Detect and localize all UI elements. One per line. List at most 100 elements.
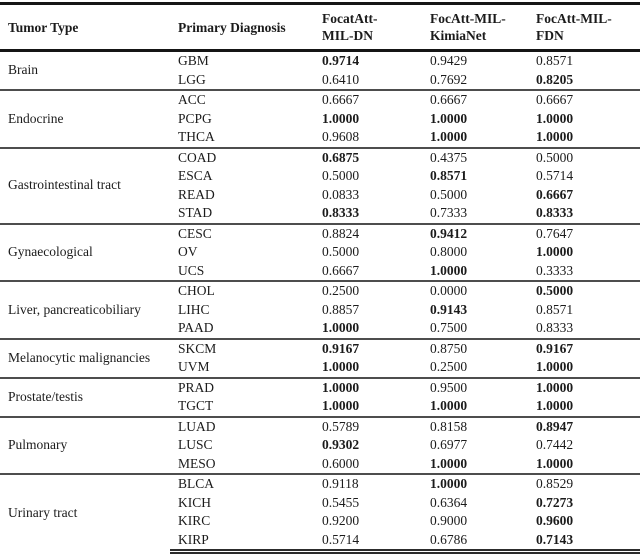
col-header-primary-diagnosis: Primary Diagnosis xyxy=(170,3,314,52)
primary-diagnosis-cell: SKCM xyxy=(170,337,314,358)
table-row: Pulmonary LUAD 0.5789 0.8158 0.8947 xyxy=(0,415,640,474)
score-cell: 0.6667 xyxy=(314,89,422,110)
score-cell: 0.2500 xyxy=(430,359,468,374)
table-row: Brain GBM 0.9714 0.9429 0.8571 xyxy=(0,51,640,77)
col-header-focatatt-mil-dn: FocatAtt- MIL-DN xyxy=(314,3,422,52)
header-line: FocAtt-MIL- xyxy=(430,11,506,26)
primary-diagnosis-cell: PCPG xyxy=(178,110,212,126)
primary-diagnosis-cell: UVM xyxy=(178,359,210,374)
score-cell: 0.8571 xyxy=(536,53,574,68)
primary-diagnosis-cell: UCS xyxy=(178,262,205,278)
table-row: ESCA 0.5000 0.8571 0.5714 xyxy=(0,167,640,186)
primary-diagnosis-cell: LUAD xyxy=(170,415,314,436)
header-line: MIL-DN xyxy=(322,28,373,43)
table-row: LIHC 0.8857 0.9143 0.8571 xyxy=(0,301,640,320)
score-cell: 1.0000 xyxy=(536,129,574,144)
score-cell: 0.6667 xyxy=(528,89,640,110)
score-cell: 0.5714 xyxy=(536,168,574,183)
primary-diagnosis-cell: LIHC xyxy=(178,301,210,317)
table-row: THCA 0.9608 1.0000 1.0000 xyxy=(0,128,640,148)
primary-diagnosis-cell: READ xyxy=(178,186,215,202)
score-cell: 0.9500 xyxy=(422,376,528,397)
primary-diagnosis-cell: TGCT xyxy=(178,398,214,413)
score-cell: 0.8571 xyxy=(430,168,468,183)
table-row: PAAD 1.0000 0.7500 0.8333 xyxy=(0,319,640,339)
col-header-focatt-mil-fdn: FocAtt-MIL- FDN xyxy=(528,3,640,52)
score-cell: 0.9167 xyxy=(314,337,422,358)
tumor-type-cell: Liver, pancreaticobiliary xyxy=(0,280,170,339)
tumor-type-cell: Endocrine xyxy=(0,89,170,148)
score-cell: 0.5000 xyxy=(528,280,640,301)
primary-diagnosis-cell: CHOL xyxy=(170,280,314,301)
score-cell: 0.9143 xyxy=(430,301,468,317)
primary-diagnosis-cell: GBM xyxy=(178,53,209,68)
score-cell: 1.0000 xyxy=(422,473,528,494)
header-row: Tumor Type Primary Diagnosis FocatAtt- M… xyxy=(0,3,640,52)
tumor-type-cell: Brain xyxy=(8,62,38,78)
primary-diagnosis-cell: KIRP xyxy=(170,530,314,554)
table-row: Melanocytic malignancies SKCM 0.9167 0.8750… xyxy=(0,337,640,378)
table-row: Endocrine ACC 0.6667 0.6667 0.6667 xyxy=(0,89,640,148)
score-cell: 0.8333 xyxy=(322,205,360,220)
primary-diagnosis-cell: ESCA xyxy=(178,168,213,183)
table-row: Liver, pancreaticobiliary CHOL 0.2500 0.000… xyxy=(0,280,640,339)
tumor-type-cell: Pulmonary xyxy=(0,415,170,474)
table-row: PCPG 1.0000 1.0000 1.0000 xyxy=(0,110,640,129)
score-cell: 0.7143 xyxy=(528,530,640,554)
table-row: MESO 0.6000 1.0000 1.0000 xyxy=(0,455,640,475)
table-row: Gynaecological CESC 0.8824 0.9412 0.7647 xyxy=(0,222,640,281)
score-cell: 0.8750 xyxy=(422,337,528,358)
score-cell: 0.8000 xyxy=(430,244,468,259)
score-cell: 0.8333 xyxy=(536,320,574,335)
score-cell: 1.0000 xyxy=(430,398,468,413)
primary-diagnosis-cell: CESC xyxy=(170,222,314,243)
score-cell: 0.7500 xyxy=(430,320,468,335)
score-cell: 0.5000 xyxy=(322,244,360,259)
score-cell: 0.6667 xyxy=(422,89,528,110)
score-cell: 0.9167 xyxy=(528,337,640,358)
header-line: FocatAtt- xyxy=(322,11,378,26)
score-cell: 0.5000 xyxy=(322,168,360,183)
score-cell: 0.7333 xyxy=(430,205,468,220)
table-row: Gastrointestinal tract COAD 0.6875 0.4375 0.… xyxy=(0,146,640,224)
score-cell: 0.9600 xyxy=(536,513,574,528)
score-cell: 0.6667 xyxy=(536,186,574,202)
score-cell: 0.8529 xyxy=(528,473,640,494)
table-row: Prostate/testis PRAD 1.0000 0.9500 1.0000 xyxy=(0,376,640,417)
score-cell: 1.0000 xyxy=(536,398,574,413)
score-cell: 1.0000 xyxy=(322,110,360,126)
score-cell: 0.2500 xyxy=(314,280,422,301)
table-row: UCS 0.6667 1.0000 0.3333 xyxy=(0,262,640,282)
score-cell: 0.6667 xyxy=(322,262,360,278)
score-cell: 0.8205 xyxy=(536,71,574,87)
primary-diagnosis-cell: KIRC xyxy=(178,513,211,528)
score-cell: 0.7273 xyxy=(536,494,574,510)
score-cell: 1.0000 xyxy=(536,359,574,374)
score-cell: 0.5000 xyxy=(528,146,640,167)
score-cell: 0.9200 xyxy=(322,513,360,528)
primary-diagnosis-cell: THCA xyxy=(178,129,215,144)
score-cell: 1.0000 xyxy=(314,376,422,397)
score-cell: 0.0000 xyxy=(422,280,528,301)
score-cell: 0.5455 xyxy=(322,494,360,510)
score-cell: 1.0000 xyxy=(430,110,468,126)
score-cell: 1.0000 xyxy=(536,110,574,126)
primary-diagnosis-cell: ACC xyxy=(170,89,314,110)
header-line: FocAtt-MIL- xyxy=(536,11,612,26)
score-cell: 1.0000 xyxy=(322,320,360,335)
score-cell: 0.8947 xyxy=(528,415,640,436)
tumor-type-cell: Urinary tract xyxy=(0,473,170,552)
score-cell: 0.8333 xyxy=(536,205,574,220)
primary-diagnosis-cell: PRAD xyxy=(170,376,314,397)
score-cell: 1.0000 xyxy=(536,455,574,471)
header-line: FDN xyxy=(536,28,564,43)
table-row: OV 0.5000 0.8000 1.0000 xyxy=(0,243,640,262)
col-header-focatt-mil-kimianet: FocAtt-MIL- KimiaNet xyxy=(422,3,528,52)
primary-diagnosis-cell: COAD xyxy=(170,146,314,167)
primary-diagnosis-cell: KICH xyxy=(178,494,211,510)
score-cell: 0.6364 xyxy=(430,494,468,510)
tumor-type-cell: Gastrointestinal tract xyxy=(0,146,170,224)
col-header-tumor-type: Tumor Type xyxy=(0,3,170,52)
